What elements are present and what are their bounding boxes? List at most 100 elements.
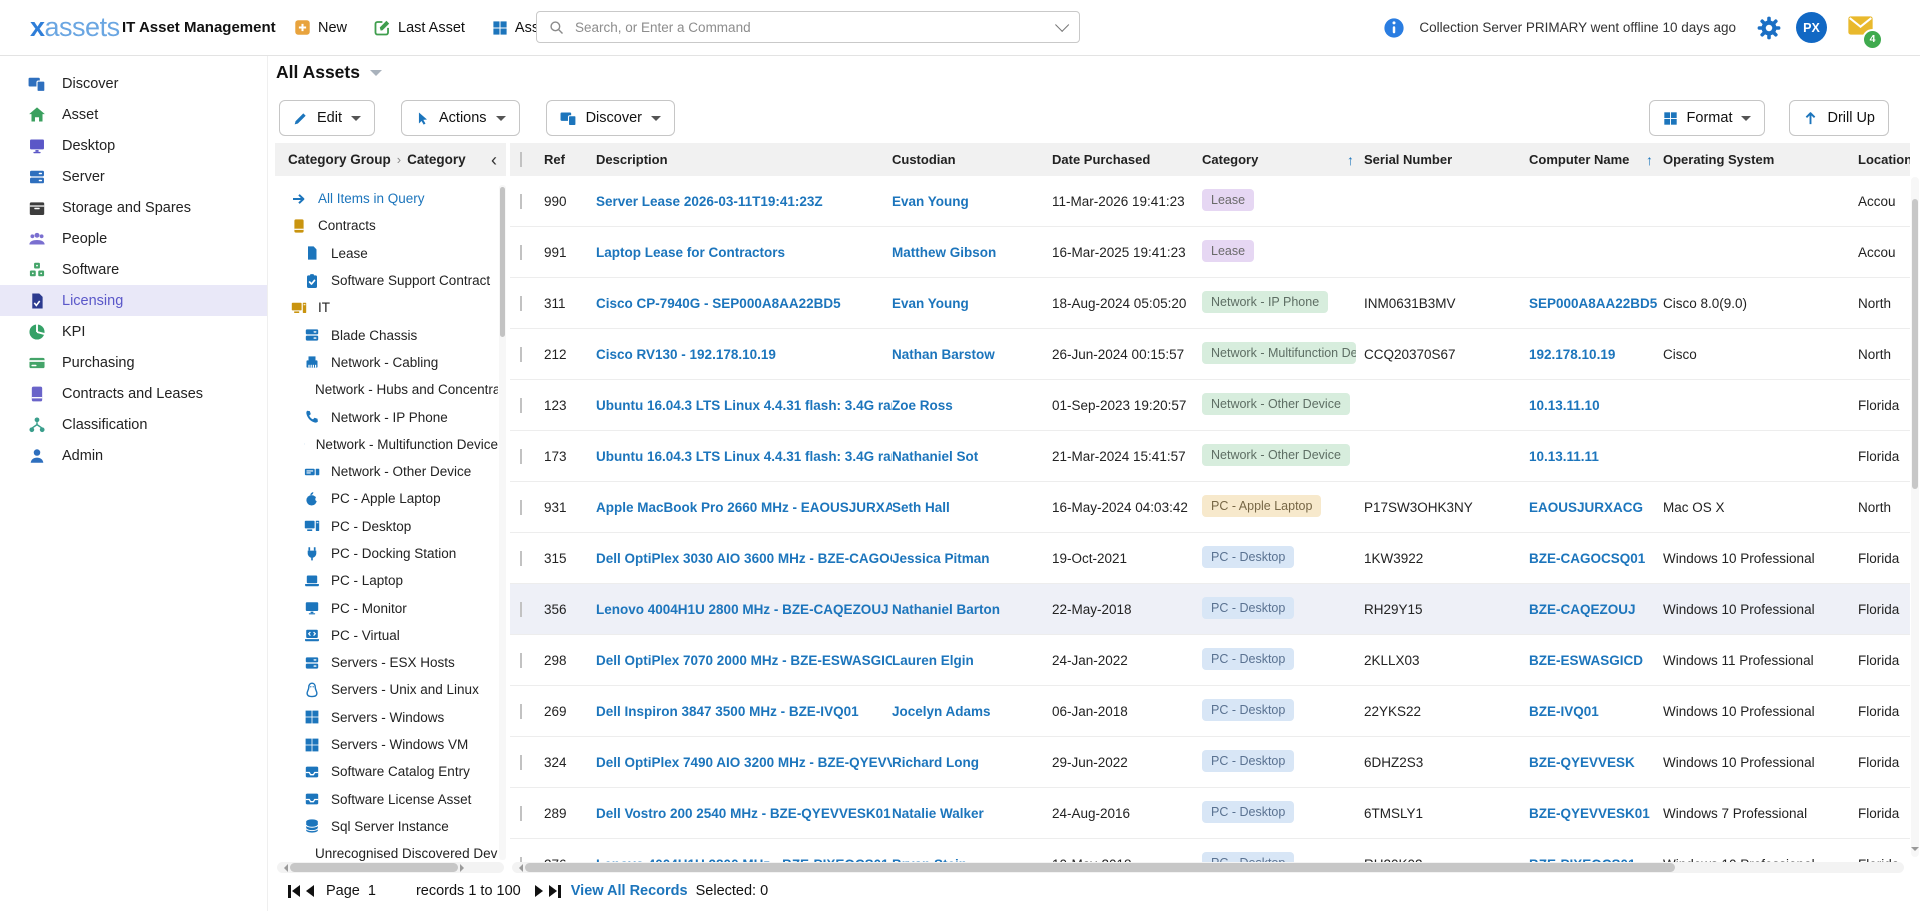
breadcrumb-category-group[interactable]: Category Group — [288, 152, 391, 167]
computer-name-link[interactable]: BZE-PIXEOCS01 — [1529, 857, 1663, 863]
row-checkbox[interactable] — [520, 805, 522, 821]
table-row[interactable]: 289 Dell Vostro 200 2540 MHz - BZE-QYEVVE… — [510, 788, 1910, 839]
table-row[interactable]: 212 Cisco RV130 - 192.178.10.19 Nathan Bar… — [510, 329, 1910, 380]
row-checkbox[interactable] — [520, 601, 522, 617]
tree-item-network-cabling[interactable]: Network - Cabling — [275, 349, 498, 376]
discover-button[interactable]: Discover — [545, 100, 675, 136]
tree-item-servers-esx-hosts[interactable]: Servers - ESX Hosts — [275, 649, 498, 676]
edit-button[interactable]: Edit — [279, 100, 375, 136]
tree-item-network-other-device[interactable]: Network - Other Device — [275, 458, 498, 485]
tree-horizontal-scrollbar[interactable] — [277, 862, 504, 873]
description-link[interactable]: Laptop Lease for Contractors — [596, 244, 786, 260]
custodian-link[interactable]: Jocelyn Adams — [892, 703, 991, 719]
row-checkbox[interactable] — [520, 397, 522, 413]
custodian-link[interactable]: Richard Long — [892, 754, 979, 770]
table-row[interactable]: 315 Dell OptiPlex 3030 AIO 3600 MHz - BZE… — [510, 533, 1910, 584]
row-checkbox[interactable] — [520, 703, 522, 719]
scrollbar-thumb[interactable] — [525, 863, 1675, 872]
tree-item-sql-server-instance[interactable]: Sql Server Instance — [275, 813, 498, 840]
column-header-description[interactable]: Description — [596, 152, 668, 167]
description-link[interactable]: Dell OptiPlex 3030 AIO 3600 MHz - BZE-CA… — [596, 550, 892, 566]
computer-name-link[interactable]: 10.13.11.11 — [1529, 448, 1599, 464]
tree-item-network-ip-phone[interactable]: Network - IP Phone — [275, 403, 498, 430]
sidebar-item-admin[interactable]: Admin — [0, 440, 267, 471]
row-checkbox[interactable] — [520, 754, 522, 770]
sidebar-item-licensing[interactable]: Licensing — [0, 285, 267, 316]
sidebar-item-software[interactable]: Software — [0, 254, 267, 285]
computer-name-link[interactable]: BZE-ESWASGICD — [1529, 652, 1644, 668]
custodian-link[interactable]: Evan Young — [892, 193, 969, 209]
row-checkbox[interactable] — [520, 550, 522, 566]
tree-item-software-support-contract[interactable]: Software Support Contract — [275, 267, 498, 294]
tree-item-network-multifunction-device[interactable]: Network - Multifunction Device — [315, 436, 498, 452]
chevron-down-icon[interactable] — [1055, 17, 1070, 32]
scrollbar-thumb[interactable] — [500, 187, 505, 337]
description-link[interactable]: Cisco CP-7940G - SEP000A8AA22BD5 — [596, 295, 841, 311]
row-checkbox[interactable] — [520, 295, 522, 311]
row-checkbox[interactable] — [520, 448, 522, 464]
sidebar-item-storage-and-spares[interactable]: Storage and Spares — [0, 192, 267, 223]
table-vertical-scrollbar[interactable] — [1911, 177, 1919, 857]
tree-item-servers-unix-linux[interactable]: Servers - Unix and Linux — [275, 676, 498, 703]
sidebar-item-classification[interactable]: Classification — [0, 409, 267, 440]
table-row[interactable]: 276Lenovo 4004H1U 2800 MHz - BZE-PIXEOCS… — [510, 839, 1910, 862]
tree-breadcrumb-header[interactable]: Category Group › Category ‹ — [275, 143, 506, 176]
scroll-right-icon[interactable] — [460, 863, 468, 872]
column-header-ref[interactable]: Ref — [544, 152, 565, 167]
title-chevron-down-icon[interactable] — [369, 70, 382, 82]
xassets-logo[interactable]: xassets — [30, 12, 120, 42]
tree-item-pc-desktop[interactable]: PC - Desktop — [275, 513, 498, 540]
gear-icon[interactable] — [1756, 15, 1782, 41]
scroll-left-icon[interactable] — [515, 863, 523, 872]
description-link[interactable]: Dell Inspiron 3847 3500 MHz - BZE-IVQ01 — [596, 703, 859, 719]
table-row[interactable]: 173 Ubuntu 16.04.3 LTS Linux 4.4.31 flash… — [510, 431, 1910, 482]
column-header-computer-name[interactable]: Computer Name ↑ — [1529, 151, 1653, 168]
computer-name-link[interactable]: BZE-CAQEZOUJ — [1529, 601, 1636, 617]
select-all-checkbox[interactable] — [520, 152, 522, 167]
tree-item-servers-windows-vm[interactable]: Servers - Windows VM — [275, 731, 498, 758]
description-link[interactable]: Dell Vostro 200 2540 MHz - BZE-QYEVVESK0… — [596, 805, 891, 821]
row-checkbox[interactable] — [520, 856, 522, 862]
computer-name-link[interactable]: 10.13.11.10 — [1529, 397, 1600, 413]
tree-item-pc-monitor[interactable]: PC - Monitor — [275, 594, 498, 621]
collapse-panel-icon[interactable]: ‹ — [491, 149, 497, 170]
sidebar-item-people[interactable]: People — [0, 223, 267, 254]
scrollbar-thumb[interactable] — [290, 863, 458, 872]
messages-button[interactable]: 4 — [1845, 12, 1883, 50]
tree-item-it[interactable]: IT — [275, 294, 498, 321]
scroll-down-icon[interactable] — [1911, 847, 1919, 855]
tree-item-unrecognised-discovered-device[interactable]: Unrecognised Discovered Device — [275, 840, 498, 862]
last-asset-button[interactable]: Last Asset — [374, 19, 465, 36]
drill-up-button[interactable]: Drill Up — [1789, 100, 1889, 136]
info-icon[interactable] — [1383, 17, 1405, 39]
custodian-link[interactable]: Evan Young — [892, 295, 969, 311]
custodian-link[interactable]: Nathan Barstow — [892, 346, 995, 362]
description-link[interactable]: Dell OptiPlex 7070 2000 MHz - BZE-ESWASG… — [596, 652, 892, 668]
tree-item-pc-docking-station[interactable]: PC - Docking Station — [275, 540, 498, 567]
sort-asc-icon[interactable]: ↑ — [1347, 151, 1354, 168]
tree-item-blade-chassis[interactable]: Blade Chassis — [275, 321, 498, 348]
previous-page-button[interactable] — [306, 885, 314, 897]
sidebar-item-kpi[interactable]: KPI — [0, 316, 267, 347]
actions-button[interactable]: Actions — [401, 100, 520, 136]
column-header-custodian[interactable]: Custodian — [892, 152, 956, 167]
description-link[interactable]: Apple MacBook Pro 2660 MHz - EAOUSJURXAC… — [596, 499, 892, 515]
custodian-link[interactable]: Matthew Gibson — [892, 244, 997, 260]
computer-name-link[interactable]: SEP000A8AA22BD5 — [1529, 295, 1658, 311]
description-link[interactable]: Cisco RV130 - 192.178.10.19 — [596, 346, 776, 362]
column-header-category[interactable]: Category ↑ — [1202, 151, 1354, 168]
sidebar-item-desktop[interactable]: Desktop — [0, 130, 267, 161]
row-checkbox[interactable] — [520, 346, 522, 362]
description-link[interactable]: Server Lease 2026-03-11T19:41:23Z — [596, 193, 823, 209]
computer-name-link[interactable]: 192.178.10.19 — [1529, 346, 1616, 362]
table-row[interactable]: 990 Server Lease 2026-03-11T19:41:23Z Evan… — [510, 176, 1910, 227]
tree-item-pc-apple-laptop[interactable]: PC - Apple Laptop — [275, 485, 498, 512]
table-row[interactable]: 931 Apple MacBook Pro 2660 MHz - EAOUSJUR… — [510, 482, 1910, 533]
last-page-button[interactable] — [548, 884, 561, 898]
new-button[interactable]: New — [294, 19, 347, 36]
tree-item-pc-laptop[interactable]: PC - Laptop — [275, 567, 498, 594]
column-header-serial-number[interactable]: Serial Number — [1364, 152, 1453, 167]
custodian-link[interactable]: Seth Hall — [892, 499, 950, 515]
scrollbar-thumb[interactable] — [1912, 199, 1918, 489]
first-page-button[interactable] — [288, 884, 300, 898]
